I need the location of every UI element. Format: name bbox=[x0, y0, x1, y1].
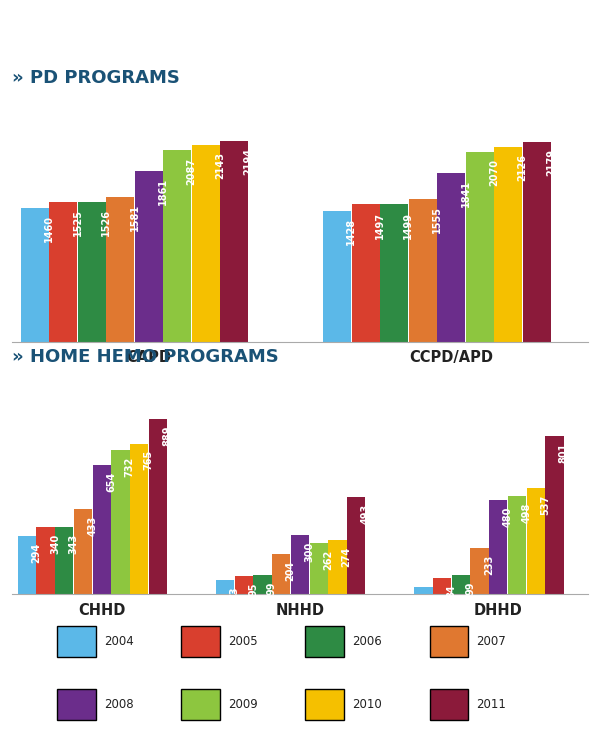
Bar bbox=[508, 496, 526, 594]
Text: 1841: 1841 bbox=[460, 180, 470, 207]
Text: 889: 889 bbox=[162, 426, 172, 446]
Text: 498: 498 bbox=[521, 503, 532, 523]
Bar bbox=[452, 575, 470, 594]
Bar bbox=[545, 436, 563, 594]
Text: 2004: 2004 bbox=[104, 635, 134, 648]
Bar bbox=[163, 150, 191, 342]
Text: 1861: 1861 bbox=[158, 178, 168, 206]
Text: 1460: 1460 bbox=[44, 215, 54, 242]
Text: 262: 262 bbox=[323, 549, 333, 570]
Text: 801: 801 bbox=[559, 443, 569, 464]
Bar bbox=[106, 197, 134, 342]
Text: 73: 73 bbox=[230, 586, 239, 600]
Text: 2011: 2011 bbox=[476, 698, 506, 711]
FancyBboxPatch shape bbox=[430, 690, 469, 721]
Text: 1525: 1525 bbox=[73, 209, 83, 236]
Text: 2010: 2010 bbox=[352, 698, 382, 711]
FancyBboxPatch shape bbox=[181, 690, 220, 721]
Text: 37: 37 bbox=[428, 594, 438, 607]
Text: 340: 340 bbox=[50, 534, 60, 554]
Bar bbox=[253, 575, 272, 594]
Bar bbox=[49, 202, 77, 342]
Bar bbox=[470, 548, 489, 594]
Bar bbox=[74, 509, 92, 594]
Text: 294: 294 bbox=[31, 543, 41, 563]
FancyBboxPatch shape bbox=[430, 626, 469, 657]
Bar bbox=[437, 173, 465, 342]
Bar bbox=[78, 202, 106, 342]
Text: 480: 480 bbox=[503, 506, 512, 527]
Bar bbox=[466, 152, 494, 342]
Bar bbox=[328, 540, 347, 594]
Text: 493: 493 bbox=[361, 504, 370, 524]
Bar bbox=[494, 147, 522, 342]
Text: 95: 95 bbox=[248, 583, 258, 596]
Bar bbox=[235, 576, 253, 594]
Text: 654: 654 bbox=[106, 472, 116, 492]
Bar bbox=[380, 204, 408, 342]
Bar bbox=[21, 208, 49, 342]
Text: 433: 433 bbox=[88, 516, 97, 536]
FancyBboxPatch shape bbox=[57, 690, 96, 721]
Text: 274: 274 bbox=[342, 547, 352, 567]
Bar bbox=[347, 497, 365, 594]
Bar bbox=[149, 419, 167, 594]
Text: 2008: 2008 bbox=[104, 698, 134, 711]
Bar bbox=[37, 528, 55, 594]
Text: 2179: 2179 bbox=[546, 149, 556, 176]
Text: 1581: 1581 bbox=[130, 204, 140, 231]
Text: 233: 233 bbox=[484, 555, 494, 575]
Bar bbox=[527, 488, 545, 594]
Text: 2007: 2007 bbox=[476, 635, 506, 648]
FancyBboxPatch shape bbox=[305, 690, 344, 721]
Bar bbox=[291, 535, 309, 594]
Text: 732: 732 bbox=[125, 457, 135, 477]
Text: 204: 204 bbox=[286, 561, 296, 581]
FancyBboxPatch shape bbox=[181, 626, 220, 657]
Text: 2087: 2087 bbox=[187, 158, 197, 185]
Text: 343: 343 bbox=[68, 533, 79, 554]
Text: 300: 300 bbox=[304, 542, 314, 562]
Bar bbox=[272, 554, 290, 594]
Text: 2126: 2126 bbox=[517, 154, 527, 181]
Bar bbox=[323, 211, 351, 342]
Bar bbox=[433, 578, 451, 594]
FancyBboxPatch shape bbox=[305, 626, 344, 657]
Bar bbox=[523, 142, 551, 342]
Text: 99: 99 bbox=[267, 582, 277, 595]
Text: 2070: 2070 bbox=[489, 159, 499, 186]
Text: » PD PROGRAMS: » PD PROGRAMS bbox=[12, 69, 180, 87]
Bar bbox=[92, 465, 111, 594]
Text: 84: 84 bbox=[446, 585, 457, 598]
Bar bbox=[310, 542, 328, 594]
Bar bbox=[135, 171, 163, 342]
Text: 1428: 1428 bbox=[346, 218, 356, 245]
Bar bbox=[220, 140, 248, 342]
Text: 2009: 2009 bbox=[228, 698, 258, 711]
Bar bbox=[111, 450, 130, 594]
Text: 2143: 2143 bbox=[215, 152, 225, 180]
Text: 2005: 2005 bbox=[228, 635, 258, 648]
Text: 765: 765 bbox=[143, 450, 154, 470]
Bar bbox=[352, 204, 380, 342]
Bar bbox=[18, 536, 36, 594]
Text: 1497: 1497 bbox=[375, 212, 385, 239]
Text: 1555: 1555 bbox=[432, 207, 442, 233]
Bar bbox=[130, 444, 148, 594]
Bar bbox=[489, 500, 508, 594]
Bar bbox=[409, 199, 437, 342]
Text: 2194: 2194 bbox=[244, 148, 254, 175]
FancyBboxPatch shape bbox=[57, 626, 96, 657]
Bar bbox=[415, 587, 433, 594]
Text: 1499: 1499 bbox=[403, 212, 413, 239]
Bar bbox=[55, 527, 73, 594]
Bar bbox=[192, 145, 220, 342]
Text: 537: 537 bbox=[540, 495, 550, 516]
Bar bbox=[216, 580, 235, 594]
Text: » HOME HEMO PROGRAMS: » HOME HEMO PROGRAMS bbox=[12, 348, 279, 366]
Text: 2006: 2006 bbox=[352, 635, 382, 648]
Text: 99: 99 bbox=[465, 582, 475, 595]
Text: 1526: 1526 bbox=[101, 209, 111, 236]
